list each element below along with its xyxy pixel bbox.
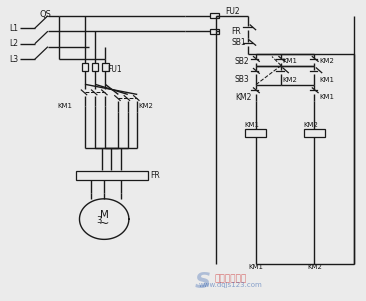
- Text: KM1: KM1: [57, 103, 72, 109]
- Bar: [92, 64, 98, 70]
- Text: KM1: KM1: [244, 122, 259, 128]
- Text: M: M: [100, 210, 109, 220]
- Bar: [210, 13, 219, 18]
- Text: FR: FR: [150, 171, 160, 180]
- Text: SB3: SB3: [235, 75, 250, 84]
- Text: KM1: KM1: [248, 264, 263, 270]
- Text: FU2: FU2: [225, 7, 240, 16]
- Bar: [82, 64, 88, 70]
- Text: L2: L2: [10, 39, 18, 48]
- Bar: [246, 129, 266, 137]
- Text: L3: L3: [10, 55, 19, 64]
- Text: 3: 3: [96, 216, 101, 225]
- Text: KM2: KM2: [303, 122, 318, 128]
- Text: KM2: KM2: [307, 264, 322, 270]
- Text: L1: L1: [10, 24, 18, 33]
- Text: KM1: KM1: [319, 76, 334, 82]
- Bar: [210, 29, 219, 34]
- Text: 电工技术之家: 电工技术之家: [214, 274, 246, 283]
- Text: KM2: KM2: [283, 76, 298, 82]
- Bar: [76, 171, 149, 180]
- Text: ~: ~: [99, 217, 109, 230]
- Text: KM1: KM1: [283, 58, 298, 64]
- Text: KM2: KM2: [319, 58, 334, 64]
- Text: QS: QS: [40, 10, 52, 19]
- Text: FU1: FU1: [108, 65, 122, 73]
- Text: SB2: SB2: [235, 57, 250, 66]
- Text: SB1: SB1: [231, 38, 246, 47]
- Text: S: S: [195, 272, 211, 292]
- Text: FR: FR: [231, 27, 241, 36]
- Text: www.dqjs123.com: www.dqjs123.com: [198, 282, 262, 288]
- Bar: [304, 129, 325, 137]
- Text: KM2: KM2: [139, 103, 154, 109]
- Bar: [102, 64, 109, 70]
- Text: KM2: KM2: [235, 93, 251, 102]
- Text: KM1: KM1: [319, 95, 334, 101]
